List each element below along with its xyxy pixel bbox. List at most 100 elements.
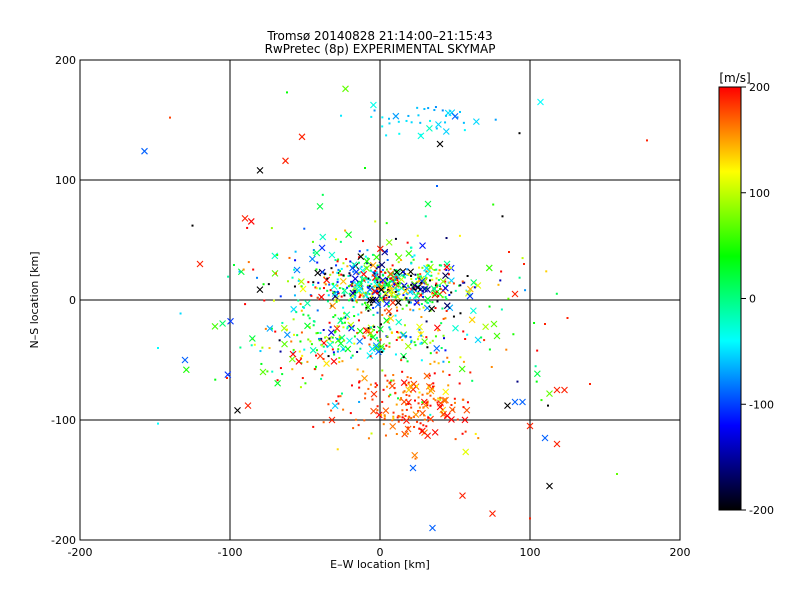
data-point-161 [374,269,377,272]
data-point-709 [357,424,360,427]
data-point-505 [402,287,410,295]
data-point-251 [441,307,444,310]
data-point-25 [387,302,390,305]
data-point-1008 [416,106,419,109]
data-point-619 [401,409,404,412]
data-point-1019 [398,132,401,135]
data-point-1162 [488,305,491,308]
data-point-675 [403,432,406,435]
data-point-1168 [461,280,464,283]
data-point-427 [386,289,389,292]
data-point-85 [507,297,510,300]
data-point-1072 [410,246,413,249]
data-point-945 [336,350,339,353]
y-tick-label-0: -200 [51,534,76,547]
data-point-850 [309,340,312,343]
data-point-414 [405,297,408,300]
data-point-696 [466,401,469,404]
data-point-1114 [246,226,249,229]
data-point-881 [426,346,429,349]
data-point-1174 [256,167,264,174]
data-point-801 [322,357,325,360]
data-point-88 [384,277,387,280]
data-point-296 [389,313,392,316]
data-point-303 [416,276,419,279]
data-point-18 [371,295,374,298]
data-point-992 [390,331,393,334]
data-point-214 [397,282,400,285]
data-point-821 [338,336,341,339]
data-point-466 [395,276,398,279]
data-point-1037 [385,134,388,137]
data-point-615 [384,374,387,377]
data-point-824 [291,368,294,371]
data-point-593 [436,401,439,404]
data-point-321 [360,281,363,284]
data-point-1004 [388,117,391,120]
data-point-320 [439,278,447,285]
data-point-697 [426,392,429,395]
data-point-530 [433,360,436,363]
data-point-172 [367,277,370,280]
data-point-371 [354,291,357,294]
data-point-793 [292,318,295,321]
data-point-911 [410,339,413,342]
data-point-926 [343,311,351,319]
data-point-1018 [388,122,391,125]
data-point-511 [384,280,392,288]
data-point-677 [432,385,435,388]
data-point-160 [401,274,404,277]
data-point-129 [385,282,388,285]
data-point-158 [376,290,379,293]
data-point-502 [432,288,435,291]
data-point-284 [316,309,319,312]
data-point-1156 [466,292,474,300]
data-point-178 [390,277,393,280]
data-point-435 [409,308,412,311]
data-point-705 [401,413,404,416]
data-point-280 [411,255,414,258]
data-point-1181 [646,139,648,142]
data-point-848 [285,328,288,331]
data-point-275 [425,264,428,267]
data-point-1107 [276,254,279,257]
data-point-813 [320,344,323,347]
data-point-644 [364,397,367,400]
data-point-620 [426,401,429,404]
data-point-50 [418,266,421,269]
data-point-529 [370,407,377,415]
data-point-759 [310,294,313,297]
data-point-627 [444,398,447,401]
data-point-1127 [383,284,386,287]
data-point-395 [373,272,376,275]
data-point-348 [347,285,350,288]
data-point-273 [312,283,315,286]
data-point-660 [398,415,401,418]
data-point-666 [335,400,338,403]
x-axis-label: E–W location [km] [330,558,430,571]
data-point-691 [358,381,361,384]
data-point-737 [283,331,291,339]
data-point-112 [500,308,503,311]
data-point-455 [374,274,377,277]
data-point-1044 [294,250,297,253]
colorbar-tick-label-1: -100 [749,398,774,411]
data-point-904 [414,344,417,347]
data-point-1150 [390,379,393,382]
data-point-334 [397,288,400,291]
data-point-63 [315,287,318,290]
data-point-177 [405,250,413,257]
data-point-872 [443,302,451,310]
data-point-419 [351,275,359,283]
data-point-710 [407,416,410,419]
x-tick-label-0: -200 [68,546,93,559]
data-point-1186 [196,260,204,268]
data-point-1105 [385,250,388,253]
data-point-509 [366,257,369,260]
data-point-808 [342,348,345,351]
data-point-1180 [537,98,544,106]
data-point-183 [435,268,438,271]
colorbar-tick-label-4: 200 [749,81,770,94]
data-point-915 [403,324,406,327]
data-point-179 [315,268,318,271]
